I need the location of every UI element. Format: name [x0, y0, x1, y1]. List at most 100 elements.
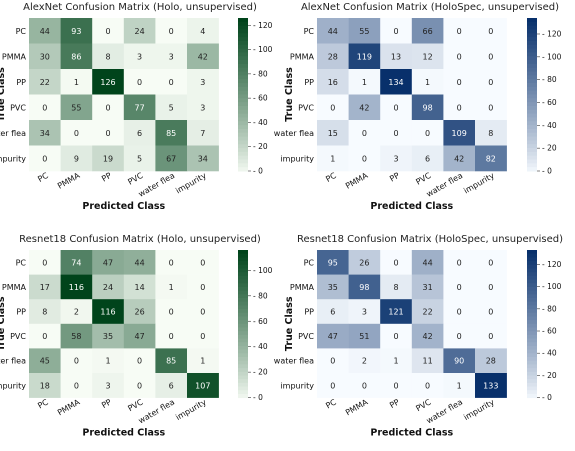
heatmap-cell [187, 18, 219, 44]
cell-value-label: 67 [166, 154, 176, 163]
heatmap-cell [317, 348, 349, 374]
x-tick-label: PMMA [56, 397, 82, 417]
colorbar-segment [238, 75, 248, 80]
colorbar-tick-label: - 60 [542, 327, 557, 336]
heatmap-cell [475, 43, 507, 70]
colorbar-segment [527, 375, 537, 380]
y-tick-label: impurity [0, 381, 26, 390]
heatmap-cell [443, 299, 476, 325]
colorbar-tick-label: - 40 [253, 342, 268, 351]
heatmap-cell [443, 348, 476, 374]
heatmap-cell [29, 94, 61, 121]
heatmap-cell [29, 120, 61, 146]
cell-value-label: 1 [105, 357, 110, 366]
colorbar-segment [527, 371, 537, 376]
heatmap-cell [348, 323, 381, 349]
cell-value-label: 0 [488, 52, 493, 61]
colorbar-segment [238, 368, 248, 373]
cell-value-label: 18 [40, 381, 50, 390]
cell-value-label: 90 [454, 357, 464, 366]
colorbar-segment [238, 144, 248, 149]
cell-value-label: 0 [105, 103, 110, 112]
heatmap-cell [123, 348, 156, 374]
colorbar-segment [238, 109, 248, 115]
colorbar-segment [238, 21, 248, 27]
heatmap-cell [317, 94, 349, 121]
colorbar-segment [527, 316, 537, 321]
colorbar-segment [527, 382, 537, 388]
colorbar-segment [527, 250, 537, 255]
y-tick-label: PVC [10, 332, 26, 341]
colorbar-tick-label: - 0 [253, 167, 263, 176]
cell-value-label: 0 [42, 103, 47, 112]
colorbar-segment [238, 18, 248, 23]
heatmap-cell [123, 299, 156, 325]
cell-value-label: 0 [393, 258, 398, 267]
colorbar-segment [527, 360, 537, 365]
colorbar-segment [527, 364, 537, 369]
x-tick-label: PP [100, 397, 113, 410]
colorbar-segment [527, 29, 537, 34]
x-axis-label: Predicted Class [82, 201, 165, 212]
heatmap-cell [60, 348, 93, 374]
heatmap-cell [475, 69, 507, 95]
cell-value-label: 0 [425, 381, 430, 390]
colorbar-segment [238, 312, 248, 317]
heatmap-cell [123, 69, 156, 95]
colorbar-segment [527, 140, 537, 145]
colorbar-segment [527, 286, 537, 292]
heatmap-cell [187, 274, 219, 300]
y-tick-label: PVC [298, 332, 314, 341]
heatmap-cell [443, 69, 476, 95]
colorbar-segment [527, 63, 537, 69]
x-tick-label: water flea [137, 397, 176, 425]
y-tick-label: PMMA [290, 283, 315, 292]
heatmap-cell [443, 323, 476, 349]
cell-value-label: 98 [359, 283, 369, 292]
colorbar-segment [527, 283, 537, 288]
heatmap-cell [380, 348, 413, 374]
cell-value-label: 24 [135, 27, 145, 36]
heatmap-cell [29, 43, 61, 70]
colorbar-segment [238, 136, 248, 141]
heatmap-cell [155, 299, 188, 325]
cell-value-label: 42 [359, 103, 369, 112]
colorbar-tick-label: - 80 [253, 69, 268, 78]
colorbar-segment [527, 297, 537, 303]
cell-value-label: 109 [452, 129, 467, 138]
x-axis-label: Predicted Class [82, 428, 165, 439]
y-tick-label: PP [304, 78, 314, 87]
heatmap-cell [348, 120, 381, 146]
heatmap-cell [92, 43, 125, 70]
colorbar-segment [527, 390, 537, 395]
cell-value-label: 6 [330, 308, 335, 317]
colorbar-segment [527, 368, 537, 373]
colorbar-segment [238, 342, 248, 347]
colorbar-segment [527, 25, 537, 30]
cell-value-label: 74 [71, 258, 81, 267]
cell-value-label: 134 [388, 78, 403, 87]
x-tick-label: PC [324, 171, 338, 184]
colorbar-segment [238, 290, 248, 295]
colorbar-segment [527, 264, 537, 269]
cell-value-label: 0 [457, 283, 462, 292]
cell-value-label: 0 [457, 78, 462, 87]
colorbar-segment [238, 140, 248, 145]
heatmap-cell [411, 120, 444, 146]
heatmap-cell [92, 69, 125, 95]
colorbar-segment [238, 331, 248, 336]
colorbar-segment [527, 338, 537, 343]
heatmap-cell [60, 43, 93, 70]
cell-value-label: 85 [166, 129, 176, 138]
cell-value-label: 1 [362, 78, 367, 87]
x-tick-label: PVC [414, 171, 433, 187]
cell-value-label: 0 [169, 78, 174, 87]
colorbar-segment [238, 125, 248, 130]
colorbar-segment [527, 151, 537, 157]
colorbar-segment [238, 60, 248, 65]
heatmap-cell [92, 274, 125, 300]
colorbar-segment [238, 33, 248, 38]
x-tick-label: water flea [137, 171, 176, 199]
heatmap-cell [60, 18, 93, 44]
colorbar-segment [527, 294, 537, 299]
